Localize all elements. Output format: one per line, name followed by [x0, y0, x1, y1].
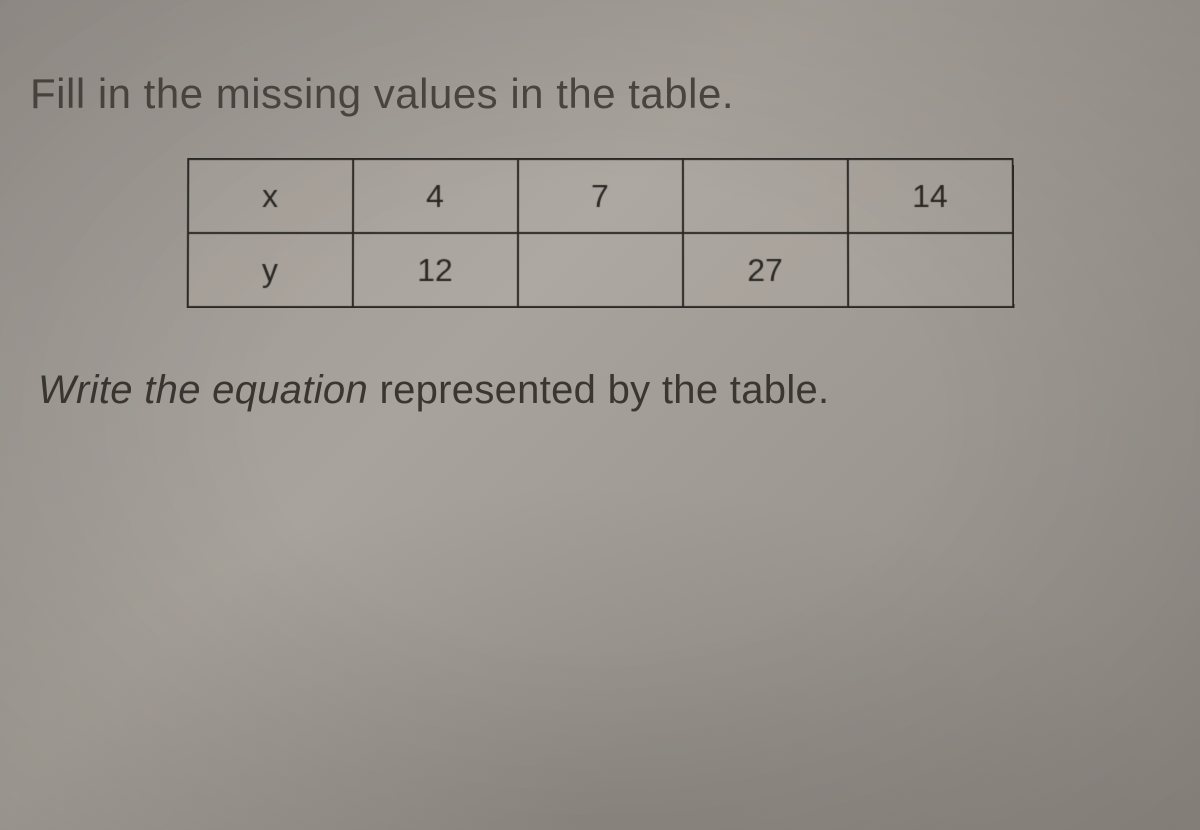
- cell-y-1: 12: [352, 233, 517, 307]
- worksheet-page: Fill in the missing values in the table.…: [0, 0, 1200, 830]
- instruction-write-equation: Write the equation represented by the ta…: [38, 368, 1170, 413]
- instruction-normal-part: represented by the table.: [368, 368, 829, 412]
- table-row: x 4 7 14: [188, 159, 1013, 233]
- cell-x-3[interactable]: [682, 159, 847, 233]
- cell-y-3: 27: [683, 233, 848, 307]
- table-row: y 12 27: [187, 233, 1013, 307]
- instruction-fill-values: Fill in the missing values in the table.: [30, 70, 1170, 118]
- cell-x-2: 7: [518, 159, 683, 233]
- xy-table: x 4 7 14 y 12 27: [186, 158, 1014, 308]
- xy-table-wrapper: x 4 7 14 y 12 27: [30, 158, 1171, 308]
- cell-y-4[interactable]: [848, 233, 1013, 307]
- cell-x-4: 14: [847, 159, 1012, 233]
- instruction-italic-part: Write the equation: [38, 368, 368, 412]
- row-label-x: x: [188, 159, 353, 233]
- cell-y-2[interactable]: [517, 233, 682, 307]
- row-label-y: y: [187, 233, 352, 307]
- cell-x-1: 4: [353, 159, 518, 233]
